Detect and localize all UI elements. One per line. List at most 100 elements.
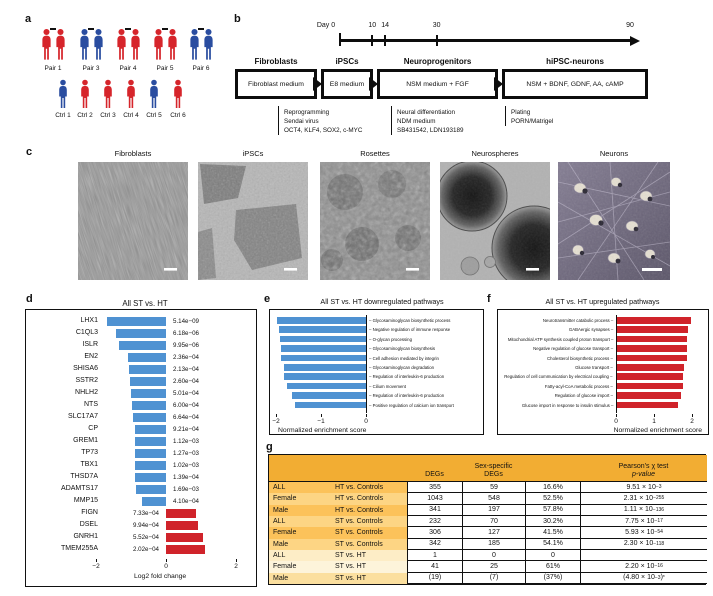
pathway-label: Negative regulation of glucose transport…	[533, 346, 613, 352]
person-icon	[130, 28, 140, 60]
pathway-bar	[616, 326, 688, 333]
table-cell-percent: 54.1%	[525, 538, 580, 550]
table-cell-comparison: ST vs. Controls	[331, 527, 407, 539]
table-cell-sex-specific-degs: 70	[462, 515, 525, 528]
table-cell-percent: (37%)	[525, 572, 580, 584]
x-axis-label: Normalized enrichment score	[613, 427, 702, 434]
stage-annotation: Neural differentiation NDM medium SB431542…	[391, 106, 464, 135]
gene-label: CP	[88, 425, 98, 432]
table-cell-comparison: HT vs. Controls	[331, 504, 407, 516]
table-cell-pvalue: 5.93 × 10 −54	[580, 527, 707, 539]
table-cell-degs: 342	[407, 538, 462, 550]
panel-a-label: a	[25, 13, 32, 25]
table-cell-percent: 52.5%	[525, 493, 580, 505]
gene-label: SSTR2	[75, 377, 98, 384]
zero-axis-line	[366, 315, 367, 413]
table-cell-group: ALL	[269, 482, 331, 494]
table-header-pvalue: Pearson's χ test p-value	[580, 455, 707, 482]
pair-label: Pair 4	[119, 65, 137, 72]
person-icon	[79, 28, 89, 60]
table-cell-sex-specific-degs: 127	[462, 527, 525, 539]
axis-tick	[96, 559, 97, 562]
gene-bar	[119, 341, 166, 350]
gene-bar	[133, 413, 166, 422]
control-individual: Ctrl 2	[74, 78, 96, 119]
table-cell-percent: 0	[525, 549, 580, 562]
table-cell-comparison: HT vs. Controls	[331, 482, 407, 494]
micrograph-title: Neurospheres	[471, 149, 519, 158]
gene-label: NHLH2	[75, 389, 98, 396]
panel-g-label: g	[266, 441, 273, 453]
deg-summary-table: DEGs Sex-specific DEGs Pearson's χ test p-…	[268, 454, 707, 585]
table-cell-sex-specific-degs: 0	[462, 549, 525, 562]
table-header-sex-specific: Sex-specific DEGs	[462, 455, 525, 482]
annotation-line: NDM medium	[397, 118, 436, 125]
pathway-label: – O-glycan processing	[369, 336, 412, 342]
table-cell-comparison: ST vs. HT	[331, 549, 407, 562]
pathway-label: – Glycosaminoglycan degradation	[369, 365, 435, 370]
pair-link-dash	[198, 28, 204, 30]
table-cell-degs: 232	[407, 515, 462, 528]
stage-medium-label: NSM + BDNF, GDNF, AA, cAMP	[526, 80, 624, 88]
person-icon	[81, 79, 89, 108]
pathway-label: – Cilium movement	[369, 383, 406, 389]
person-icon	[189, 28, 199, 60]
person-icon	[167, 28, 177, 60]
axis-tick-label: −2	[92, 563, 100, 570]
pathway-label: – Glycosaminoglycan biosynthesis	[369, 346, 436, 352]
gene-bar	[134, 449, 166, 458]
annotation-line: Reprogramming	[284, 109, 330, 116]
micrograph-title: Rosettes	[360, 149, 390, 158]
axis-tick	[692, 414, 693, 417]
table-cell-percent: 41.5%	[525, 527, 580, 539]
control-label: Ctrl 3	[100, 112, 116, 119]
pair-label: Pair 5	[156, 65, 174, 72]
timeline-day-label: 90	[626, 22, 634, 29]
table-cell-group: Male	[269, 504, 331, 516]
stage-title: Neuroprogenitors	[403, 57, 472, 66]
gene-pvalue: 1.02e−03	[173, 462, 199, 469]
stage-annotation: Reprogramming Sendai virus OCT4, KLF4, SOX…	[278, 106, 362, 135]
pathway-bar	[616, 401, 679, 409]
table-cell-sex-specific-degs: 59	[462, 482, 525, 494]
table-cell-percent: 16.6%	[525, 482, 580, 494]
gene-label: LHX1	[80, 317, 98, 324]
annotation-line: Neural differentiation	[397, 109, 455, 116]
control-label: Ctrl 6	[170, 112, 186, 119]
gene-pvalue: 1.39e−04	[173, 474, 199, 481]
stage-medium-box: E8 medium	[321, 69, 373, 99]
timeline-day-label: 10	[368, 22, 377, 29]
control-label: Ctrl 2	[77, 112, 93, 119]
table-cell-pvalue: 9.51 × 10 −3	[580, 482, 707, 494]
pathway-bar	[616, 364, 685, 371]
micrograph-neurons	[558, 162, 670, 280]
gene-label: NTS	[84, 401, 98, 408]
timeline-tick	[384, 34, 387, 46]
pathway-bar	[286, 382, 366, 390]
downregulated-pathways-chart: – Glycosaminoglycan biosynthetic process…	[269, 309, 484, 435]
gene-pvalue: 4.10e−04	[173, 498, 199, 505]
gene-pvalue: 6.00e−04	[173, 402, 199, 409]
table-cell-degs: 355	[407, 482, 462, 494]
gene-bar	[134, 425, 166, 434]
gene-pvalue: 1.27e−03	[173, 450, 199, 457]
pathway-bar	[616, 345, 688, 352]
annotation-line: SB431542, LDN193189	[397, 127, 464, 134]
pathway-label: – Regulation of interleukin-6 production	[369, 374, 445, 380]
gene-label: FIGN	[81, 509, 98, 516]
pathway-label: GABAergic synapses –	[568, 327, 613, 333]
axis-tick-label: 2	[234, 563, 238, 570]
table-header-pct	[525, 455, 580, 482]
person-icon	[55, 28, 65, 60]
gene-label: ADAMTS17	[61, 485, 98, 492]
control-individual: Ctrl 1	[52, 78, 74, 119]
pair-link-dash	[88, 28, 94, 30]
gene-label: MMP15	[73, 497, 98, 504]
person-icon	[174, 79, 182, 108]
stage-annotation: Plating PORN/Matrigel	[505, 106, 553, 126]
table-cell-degs: 41	[407, 561, 462, 573]
control-individual: Ctrl 5	[143, 78, 165, 119]
gene-pvalue: 5.52e−04	[133, 534, 159, 541]
table-cell-group: Male	[269, 572, 331, 584]
pair-link-dash	[50, 28, 56, 30]
